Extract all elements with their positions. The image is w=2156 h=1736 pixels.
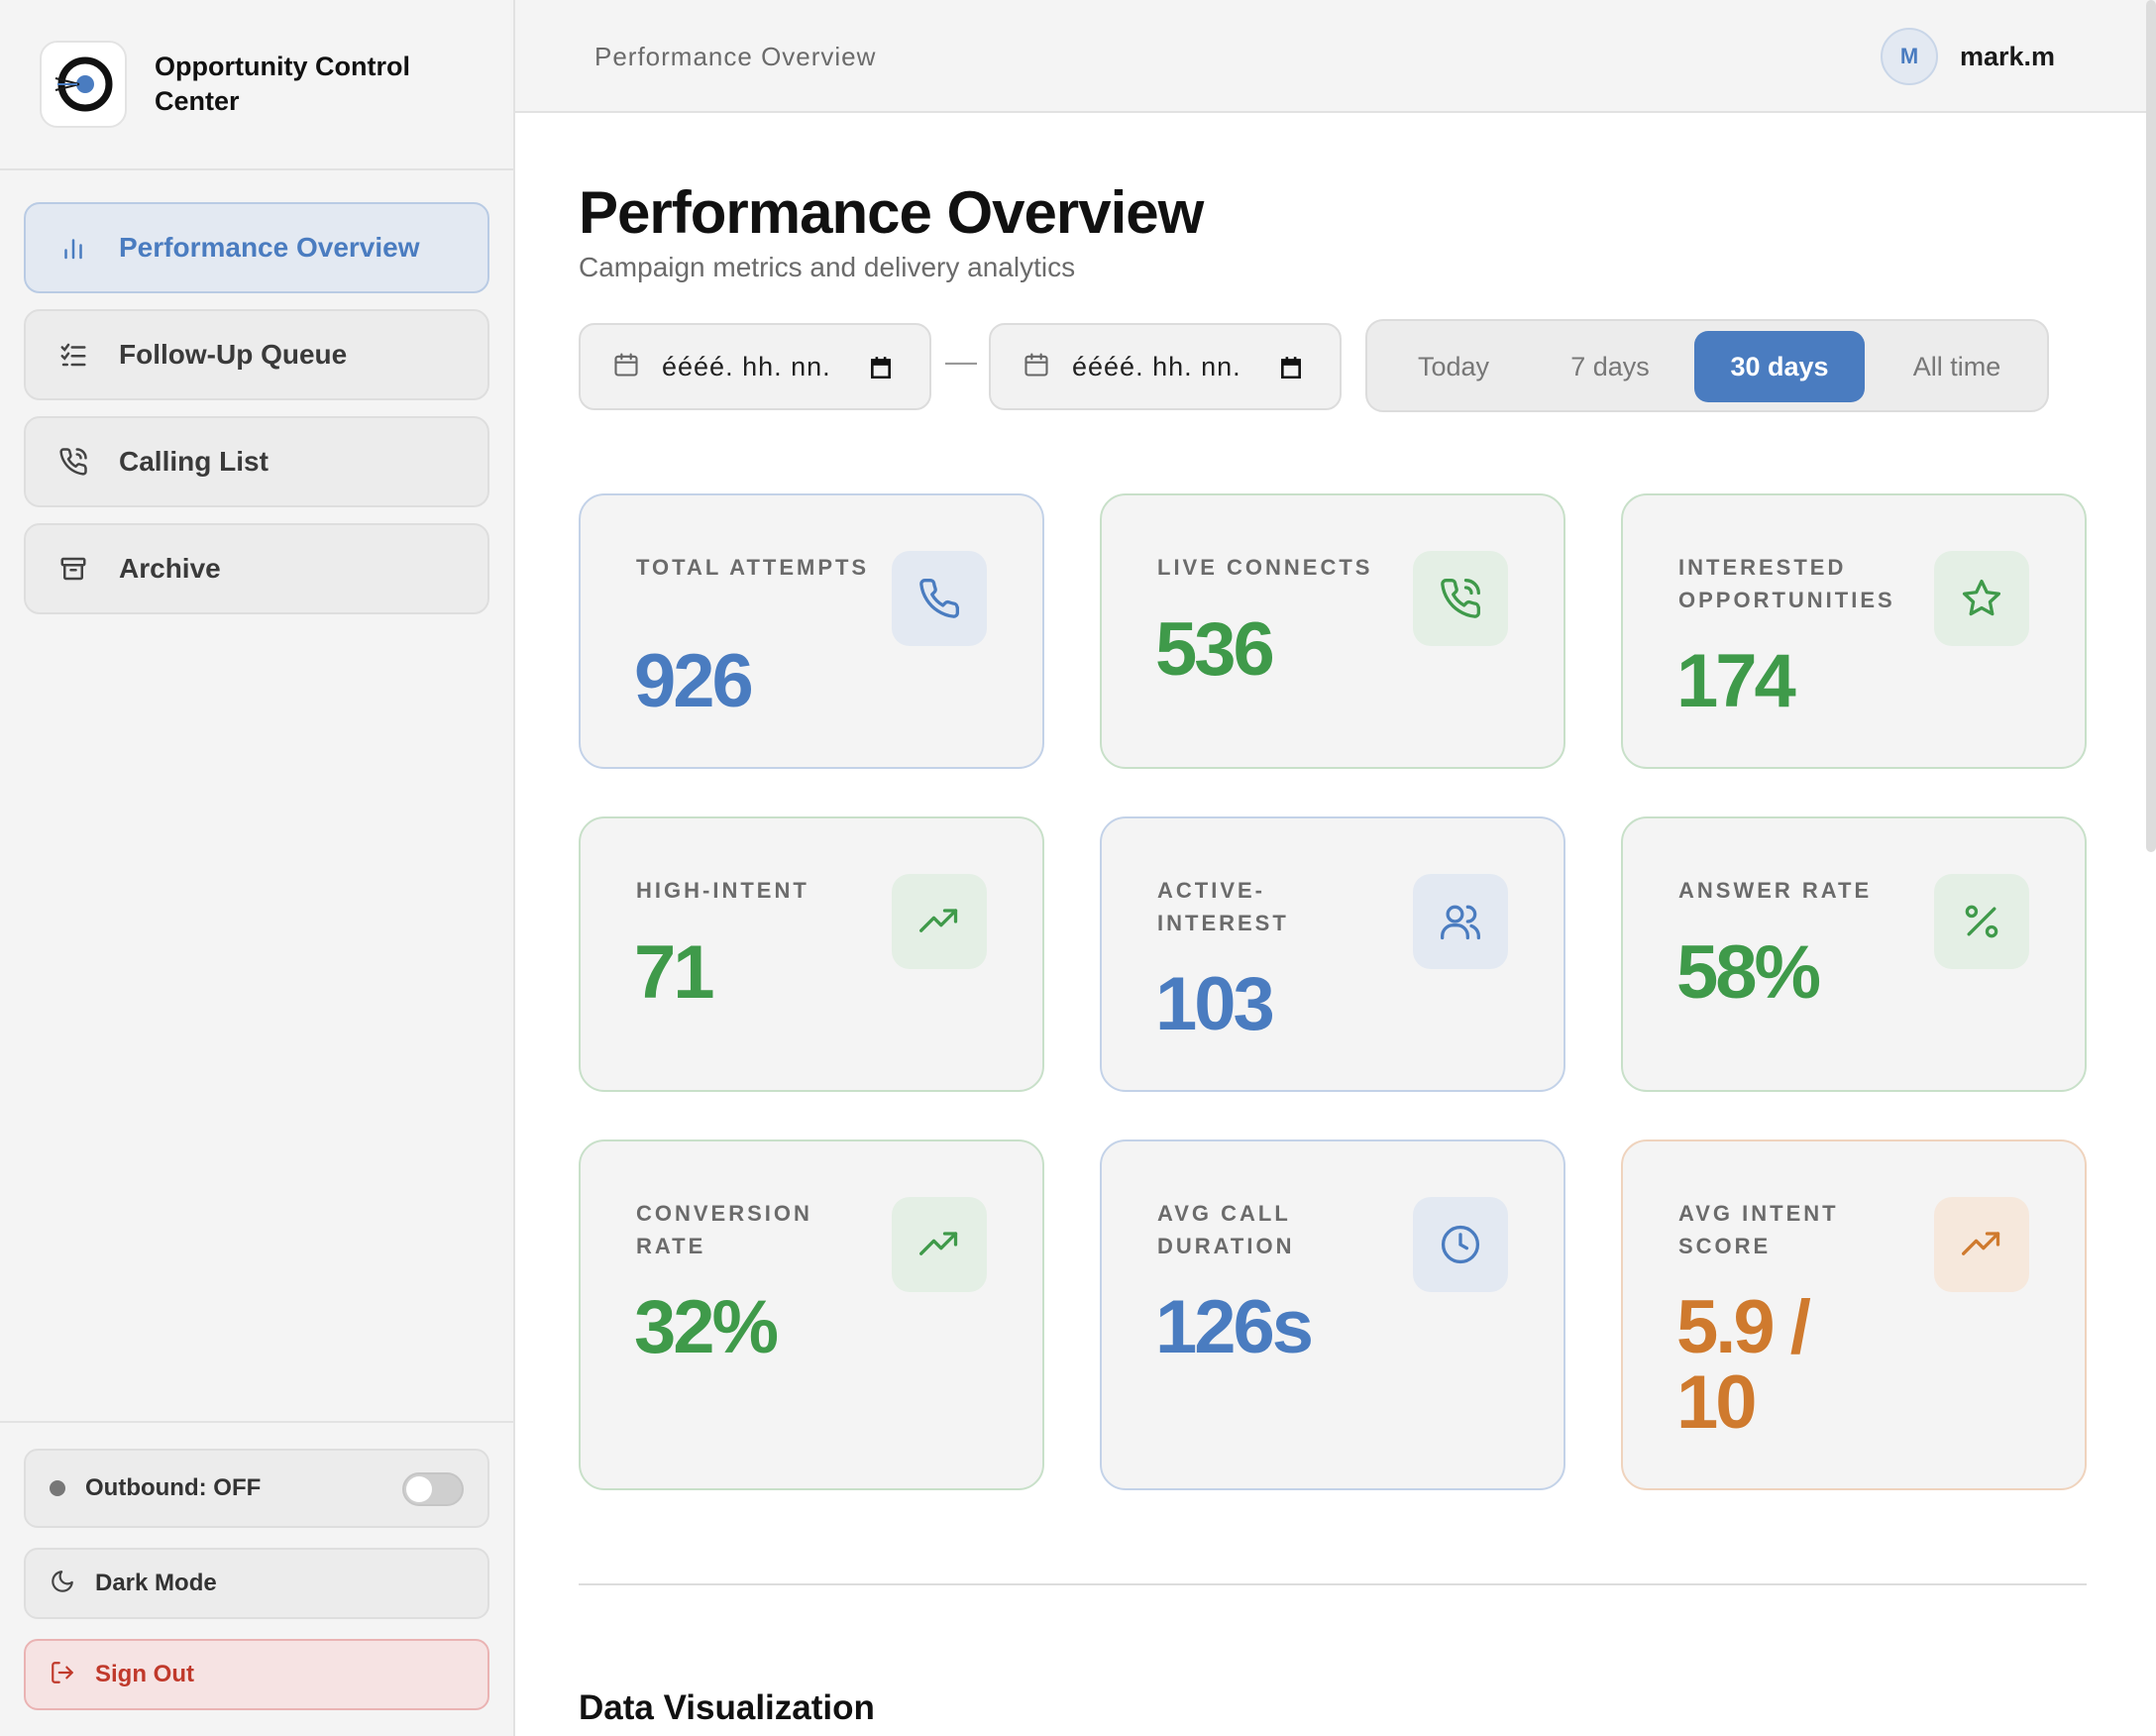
brand: Opportunity Control Center [0,0,513,170]
page-subtitle: Campaign metrics and delivery analytics [579,252,1076,282]
outbound-toggle[interactable] [402,1472,464,1506]
section-divider [579,1583,2087,1585]
sign-out-button[interactable]: Sign Out [24,1639,489,1710]
metric-card-active-interest: Active-Interest 103 [1100,816,1565,1092]
metric-value: 103 [1155,962,1275,1046]
date-from-input[interactable]: éééé. hh. nn. [579,323,931,410]
metric-card-avg-intent-score: Avg Intent Score 5.9 / 10 [1621,1139,2087,1490]
sidebar-item-label: Performance Overview [119,232,420,263]
sidebar-item-label: Archive [119,553,221,584]
phone-call-icon [1413,551,1508,646]
time-range-selector: Today 7 days 30 days All time [1365,319,2049,412]
range-7-days-button[interactable]: 7 days [1570,351,1650,381]
calendar-icon [1023,351,1050,383]
bar-chart-icon [55,230,91,266]
checklist-icon [55,337,91,373]
metric-value: 58% [1676,930,1821,1015]
main-content: Performance Overview Campaign metrics an… [579,113,2095,1736]
metric-label: Total Attempts [636,555,870,580]
calendar-picker-icon[interactable] [868,355,894,385]
outbound-label: Outbound: OFF [85,1474,262,1501]
range-30-days-button[interactable]: 30 days [1694,331,1865,402]
metric-label: Avg Intent Score [1678,1201,1839,1258]
calendar-icon [612,351,640,383]
top-bar: Performance Overview M mark.m [515,0,2156,852]
sidebar-item-label: Calling List [119,446,269,477]
sign-out-icon [50,1660,75,1690]
percent-icon [1934,874,2029,969]
metric-label: Interested Opportunities [1678,555,1895,612]
brand-name: Opportunity Control Center [155,52,410,116]
metric-card-high-intent: High-Intent 71 [579,816,1044,1092]
metric-label: Answer Rate [1678,878,1873,903]
metric-label: Active-Interest [1157,878,1289,935]
metric-card-interested-opportunities: Interested Opportunities 174 [1621,493,2087,769]
range-all-time-button[interactable]: All time [1912,351,2001,381]
clock-icon [1413,1197,1508,1292]
date-range-separator: — [945,343,977,379]
sidebar-item-calling-list[interactable]: Calling List [24,416,489,507]
sidebar-item-label: Follow-Up Queue [119,339,348,370]
users-icon [1413,874,1508,969]
trending-up-icon [1934,1197,2029,1292]
metric-label: High-Intent [636,878,809,903]
metric-label: Live Connects [1157,555,1373,580]
brand-logo [40,41,127,128]
scrollbar[interactable] [2146,0,2156,852]
sign-out-label: Sign Out [95,1661,194,1687]
dark-mode-label: Dark Mode [95,1570,217,1596]
sidebar-footer: Outbound: OFF Dark Mode Sign Out [0,1421,513,1736]
metric-value: 926 [634,639,754,723]
metric-label: Avg Call Duration [1157,1201,1295,1258]
breadcrumb: Performance Overview [594,42,877,71]
sidebar-nav: Performance Overview Follow-Up Queue Cal… [0,170,513,614]
calendar-picker-icon[interactable] [1278,355,1304,385]
sidebar-item-performance-overview[interactable]: Performance Overview [24,202,489,293]
trending-up-icon [892,874,987,969]
toggle-knob [406,1476,432,1502]
metric-value: 71 [634,930,715,1015]
sidebar-item-archive[interactable]: Archive [24,523,489,614]
date-to-value: éééé. hh. nn. [1072,351,1241,381]
trending-up-icon [892,1197,987,1292]
date-from-value: éééé. hh. nn. [662,351,831,381]
username[interactable]: mark.m [1960,42,2056,71]
outbound-control: Outbound: OFF [24,1449,489,1528]
metric-card-conversion-rate: Conversion Rate 32% [579,1139,1044,1490]
metric-card-answer-rate: Answer Rate 58% [1621,816,2087,1092]
status-dot [50,1480,65,1496]
metric-card-total-attempts: Total Attempts 926 [579,493,1044,769]
phone-icon [892,551,987,646]
target-logo-icon [54,56,113,112]
metric-value: 174 [1676,639,1796,723]
moon-icon [50,1569,75,1599]
metric-card-live-connects: Live Connects 536 [1100,493,1565,769]
star-icon [1934,551,2029,646]
metric-value: 126s [1155,1285,1314,1369]
sidebar: Opportunity Control Center Performance O… [0,0,515,1736]
archive-icon [55,551,91,587]
dark-mode-button[interactable]: Dark Mode [24,1548,489,1619]
metric-label: Conversion Rate [636,1201,812,1258]
metric-value: 5.9 / 10 [1676,1285,1811,1445]
metric-value: 536 [1155,607,1275,692]
phone-call-icon [55,444,91,480]
section-title: Data Visualization [579,1688,875,1727]
range-today-button[interactable]: Today [1417,351,1490,381]
avatar[interactable]: M [1881,28,1938,85]
date-to-input[interactable]: éééé. hh. nn. [989,323,1342,410]
page-title: Performance Overview [579,179,1204,246]
metric-card-avg-call-duration: Avg Call Duration 126s [1100,1139,1565,1490]
sidebar-item-follow-up-queue[interactable]: Follow-Up Queue [24,309,489,400]
metric-value: 32% [634,1285,779,1369]
